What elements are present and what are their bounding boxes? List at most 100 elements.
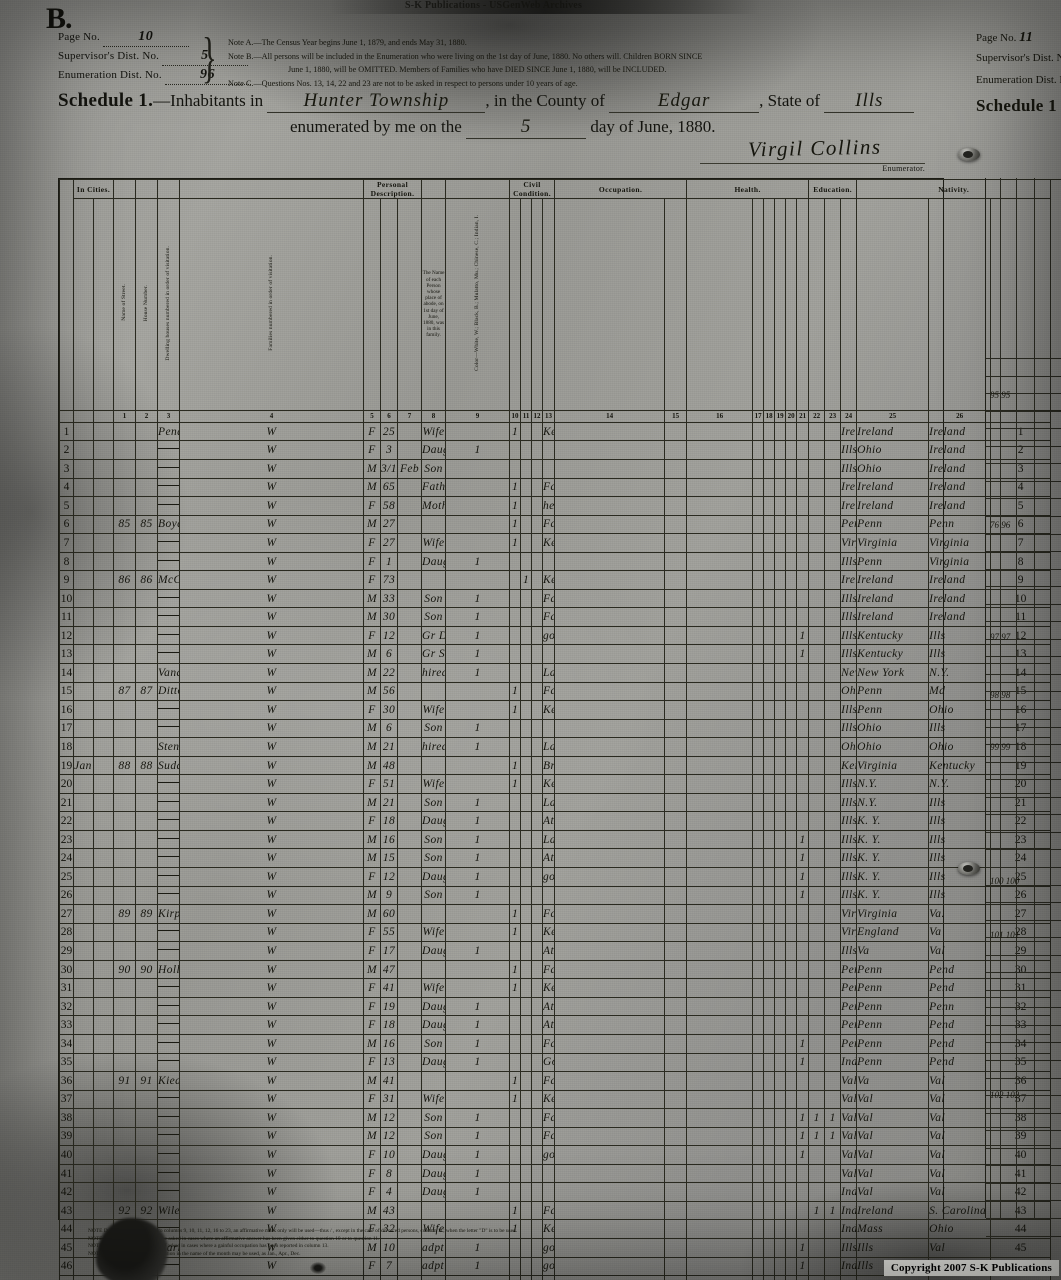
table-row[interactable]: 18Stener SimonWM21hiredman1LabourOhioOhi…	[59, 737, 1061, 757]
cell-marr-year	[531, 1108, 544, 1128]
table-row[interactable]: 32EllenWF19Daughter1At homePennPennPenn3…	[59, 996, 1061, 1017]
cell-single	[445, 1275, 511, 1280]
cell-occupation: Farmer	[542, 1071, 556, 1091]
table-row[interactable]: 10JeremiahWM33Son1FarmerIllsIrelandIrela…	[59, 588, 1061, 609]
table-row[interactable]: 25SarahWF12Daughter1goes to School1IllsK…	[59, 867, 1061, 887]
table-row[interactable]: 22OliveWF18Daughter1At homeIllsK. Y.Ills…	[59, 811, 1061, 831]
cell-father: K. Y.	[856, 829, 930, 850]
table-row[interactable]: 11DanielWM30Son1FarmerIllsIrelandIreland…	[59, 607, 1061, 627]
table-row[interactable]: 8Emma E.WF1Daughter1IllsPennVirginia8	[59, 551, 1061, 572]
table-row[interactable]: 41Eliza JWF8Daughter1ValValVal41	[59, 1163, 1061, 1184]
table-row[interactable]: 439292Wiley JamesWM431Farmer11IndIreland…	[59, 1200, 1061, 1221]
cell-unemployed	[554, 1256, 666, 1277]
cell-widowed	[520, 533, 533, 553]
cell-color: W	[179, 533, 365, 553]
cell-health-in	[774, 514, 787, 535]
column-label-row: Name of Street. House Number. Dwelling hou…	[60, 198, 1061, 411]
stub-row-divider	[986, 849, 1061, 851]
cell-dwelling	[113, 941, 137, 961]
table-row[interactable]: 42MaudWF4Daughter1IndValVal42	[59, 1182, 1061, 1202]
cell-cannot-read	[808, 885, 826, 906]
column-group-row: In Cities. Personal Description. Civil C…	[59, 179, 1061, 411]
cell-health-dd	[752, 570, 765, 590]
table-row[interactable]: 5MaryWF58Mother1helps Kep houseIrelandIr…	[59, 496, 1061, 516]
cell-health-id	[763, 625, 776, 646]
cell-health-mm	[785, 718, 798, 739]
cell-father: Ohio	[856, 459, 930, 479]
table-row[interactable]: 13JosephWM6Gr Son11IllsKentuckyIlls13	[59, 644, 1061, 665]
table-row[interactable]: 45Harny FranklinWM10adpt son1goes to Sch…	[59, 1237, 1061, 1258]
table-row[interactable]: 20AlmiraWF51Wife1Keping houseIllsN.Y.N.Y…	[59, 774, 1061, 794]
line-number-left: 21	[59, 792, 74, 813]
table-row[interactable]: 14Vanallen LeoWM22hiredman1LabourNew Yor…	[59, 663, 1061, 683]
cell-health-id	[763, 1256, 776, 1277]
cell-birth: Ills	[840, 700, 858, 720]
table-row[interactable]: 2EllaWF3Daughter1IllsOhioIreland2	[59, 440, 1061, 460]
table-row[interactable]: 278989Kirps Fankitt HWM601FarmerVirginia…	[59, 904, 1061, 924]
cell-school	[796, 1275, 810, 1280]
table-row[interactable]: 4ThomasWM65Father1Farm LabourIrelandIrel…	[59, 477, 1061, 498]
cell-occupation: Goes to School	[542, 1052, 556, 1073]
table-row[interactable]: 479393Wilson AndrewWM641BlacksmithKentuc…	[59, 1275, 1061, 1280]
cell-occupation: Farmer	[542, 959, 556, 980]
table-row[interactable]: 3JohnWM3/12 FebFebSonIllsOhioIreland3	[59, 459, 1061, 479]
cell-street	[73, 607, 94, 627]
top-shadow-artifact	[330, 0, 760, 14]
cell-health-in	[774, 1126, 787, 1147]
cell-health-id	[763, 867, 776, 887]
table-row[interactable]: 12MargaretWF12Gr Daught1going to School1…	[59, 625, 1061, 646]
table-row[interactable]: 16MariaWF30Wife1KeepinghouseIllsPennOhio…	[59, 700, 1061, 720]
ditto-dash-icon	[158, 1264, 179, 1266]
table-row[interactable]: 34JacobWM16Son1Farm Labour1PenPennPend34	[59, 1033, 1061, 1054]
ditto-dash-icon	[158, 874, 179, 876]
cell-person-name: McCarty Nelly	[157, 570, 181, 590]
cell-mother: Ireland	[928, 588, 992, 609]
line-number-left: 19	[59, 755, 74, 776]
stub-row-divider	[986, 866, 1061, 868]
cell-school	[796, 1200, 810, 1221]
cell-color: W	[179, 551, 365, 572]
cell-person-name: Hollinger Jacob	[157, 959, 181, 980]
cell-sex: M	[363, 718, 382, 739]
cell-single: 1	[445, 588, 511, 609]
table-row[interactable]: 68585Boyd HarveyWM271FarmerPennPennPenn6	[59, 514, 1061, 535]
sheet-letter: B.	[46, 2, 72, 35]
cell-house	[92, 904, 115, 924]
cell-person-name: Ellen	[157, 996, 181, 1017]
table-row[interactable]: 37Anna AWF31Wife1KepinghouseValValVal37	[59, 1089, 1061, 1110]
table-row[interactable]: 28ElizabethWF55Wife1Keping houseVirginia…	[59, 922, 1061, 943]
table-row[interactable]: 158787Ditto Joseph JWM561FarmingOhioPenn…	[59, 681, 1061, 702]
cell-color: W	[179, 1256, 365, 1277]
cell-health-b	[686, 700, 754, 720]
table-row[interactable]: 33AnnaWF18Daughter1At homePennPennPend33	[59, 1015, 1061, 1035]
line-number-left: 47	[59, 1275, 74, 1280]
table-row[interactable]: 38SterlingWM12Son1Farm Labour111ValValVa…	[59, 1108, 1061, 1128]
table-row[interactable]: 7SusanWF27Wife1Keeping houseVirginiaVirg…	[59, 533, 1061, 553]
table-row[interactable]: 29AliceWF17Daughter1At homeIllsVaVal29	[59, 941, 1061, 961]
table-row[interactable]: 17JohnWM6Son1IllsOhioIlls17	[59, 718, 1061, 739]
cell-color: W	[179, 663, 365, 683]
table-row[interactable]: 39WailerWM12Son1Farm Labour111ValValVal3…	[59, 1126, 1061, 1147]
stub-household-number: 99 99	[990, 742, 1011, 752]
column-number-22: 22	[808, 409, 826, 423]
cell-sex: M	[363, 1071, 382, 1091]
cell-widowed	[520, 1126, 533, 1147]
table-row[interactable]: 1Pendugio MaryWF25Wife1Keeping houseIrel…	[59, 421, 1061, 442]
subhead-sex	[380, 198, 399, 411]
cell-single	[445, 570, 511, 590]
table-row[interactable]: 35MaryWF13Daughter1Goes to School1IndPen…	[59, 1052, 1061, 1073]
table-row[interactable]: 40MinnieWF10Daughter1goes to School1ValV…	[59, 1145, 1061, 1165]
cell-health-in	[774, 755, 787, 776]
table-row[interactable]: 309090Hollinger JacobWM471FarmerPennPenn…	[59, 959, 1061, 980]
cell-street	[73, 514, 94, 535]
cell-health-dd	[752, 1182, 765, 1202]
table-row[interactable]: 98686McCarty NellyWF731Keeping houseIrel…	[59, 570, 1061, 590]
line-number-left: 32	[59, 996, 74, 1017]
table-row[interactable]: 31MaryWF41Wife1KepinghousePennPennPend31	[59, 978, 1061, 998]
table-row[interactable]: 24AlfredWM15Son1At School1IllsK. Y.Ills2…	[59, 848, 1061, 869]
